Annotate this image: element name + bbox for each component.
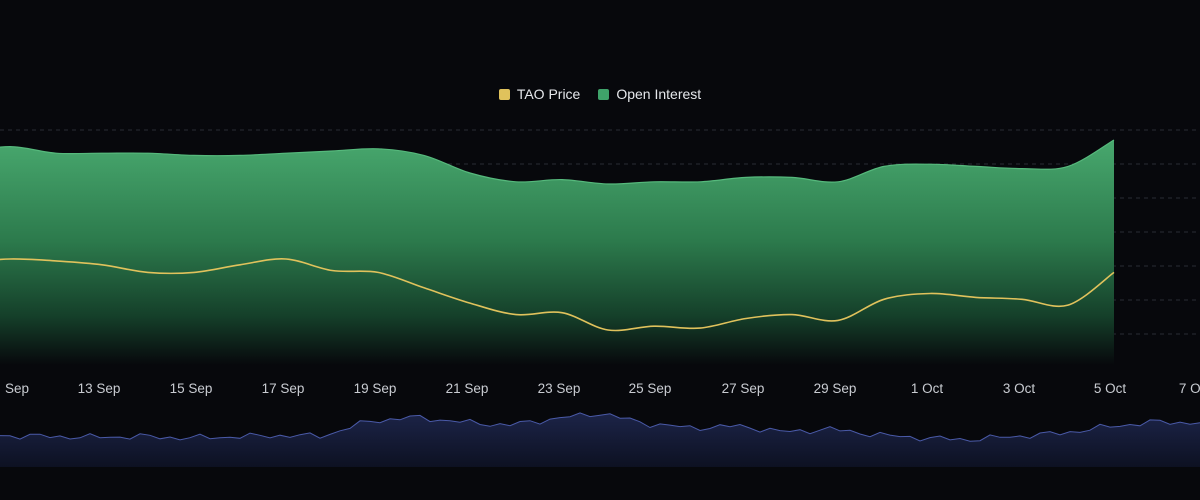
navigator-area-layer <box>0 412 1200 467</box>
tao-price-line <box>0 258 1115 332</box>
legend-label-tao-price: TAO Price <box>516 86 581 102</box>
legend-label-open-interest: Open Interest <box>616 86 702 102</box>
x-tick-label: 3 Oct <box>1003 381 1036 396</box>
legend-item-tao-price[interactable]: TAO Price <box>498 86 581 102</box>
x-tick-label: 17 Sep <box>262 381 305 396</box>
x-tick-label: Sep <box>5 381 29 396</box>
x-tick-label: 15 Sep <box>170 381 213 396</box>
x-tick-label: 23 Sep <box>538 381 581 396</box>
open-interest-area-layer <box>0 139 1115 365</box>
navigator-line <box>0 412 1200 442</box>
open-interest-area <box>0 140 1114 365</box>
x-tick-label: 1 Oct <box>911 381 944 396</box>
x-tick-label: 27 Sep <box>722 381 765 396</box>
x-tick-label: 29 Sep <box>814 381 857 396</box>
x-tick-label: 13 Sep <box>78 381 121 396</box>
x-tick-label: 25 Sep <box>629 381 672 396</box>
legend-swatch-open-interest <box>598 88 610 100</box>
x-tick-label: 5 Oct <box>1094 381 1127 396</box>
x-axis: Sep 13 Sep 15 Sep 17 Sep 19 Sep 21 Sep 23 Sep 2… <box>5 381 1200 396</box>
tao-price-line-layer <box>0 258 1115 332</box>
legend: TAO Price Open Interest <box>0 86 1200 102</box>
x-tick-label: 7 Oct <box>1179 381 1200 396</box>
x-tick-label: 19 Sep <box>354 381 397 396</box>
open-interest-line <box>0 139 1115 185</box>
x-tick-label: 21 Sep <box>446 381 489 396</box>
legend-swatch-tao-price <box>498 88 510 100</box>
legend-item-open-interest[interactable]: Open Interest <box>598 86 701 102</box>
navigator-area[interactable] <box>0 412 1200 467</box>
